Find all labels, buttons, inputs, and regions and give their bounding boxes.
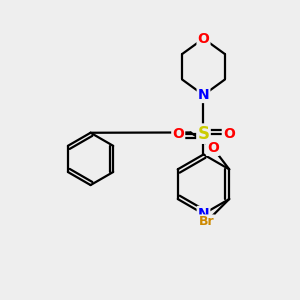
Text: O: O [223,127,235,141]
Text: N: N [198,207,209,221]
Text: O: O [198,32,209,46]
Text: S: S [197,125,209,143]
Text: O: O [172,127,184,141]
Text: Br: Br [199,215,214,228]
Text: N: N [198,88,209,102]
Text: O: O [207,141,219,155]
